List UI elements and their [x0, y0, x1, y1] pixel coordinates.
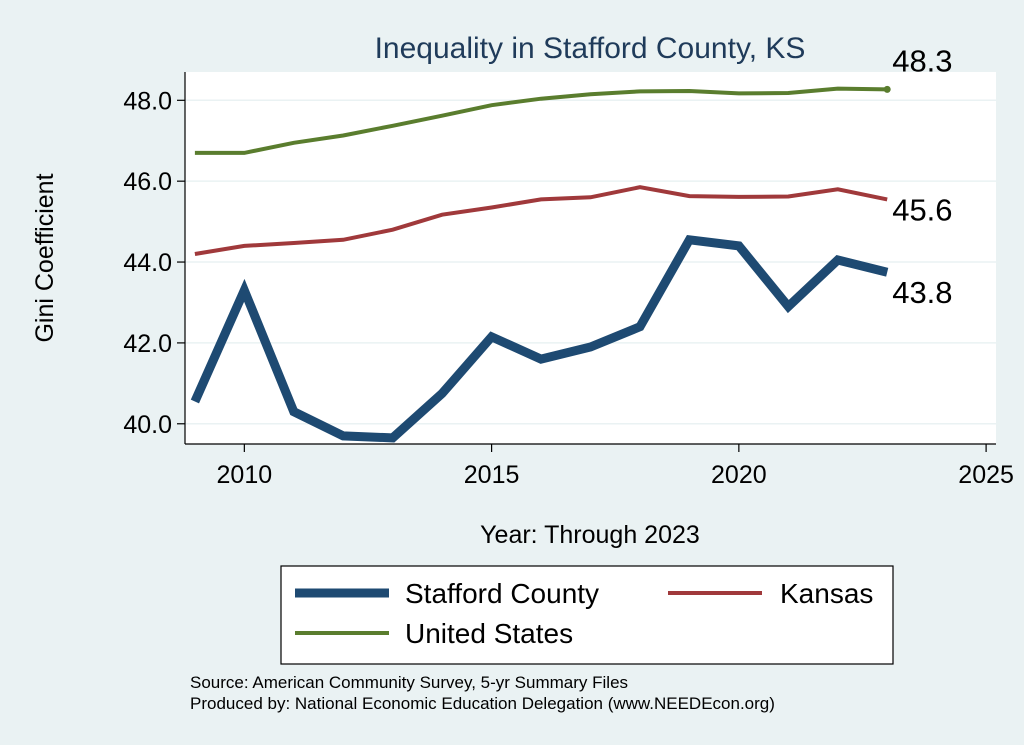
us-end-point — [883, 85, 891, 93]
y-tick-label: 40.0 — [123, 411, 172, 439]
plot-area — [185, 72, 996, 444]
gridlines — [185, 99, 996, 425]
series-line-stafford-county — [190, 234, 889, 443]
y-axis-title: Gini Coefficient — [31, 173, 59, 342]
series-line-united-states — [194, 86, 888, 155]
x-tick-label: 2020 — [711, 461, 767, 489]
end-label: 45.6 — [892, 192, 952, 227]
x-tick-label: 2025 — [958, 461, 1014, 489]
legend-label: United States — [405, 618, 573, 649]
y-tick-label: 44.0 — [123, 249, 172, 277]
chart-title: Inequality in Stafford County, KS — [375, 32, 806, 65]
y-tick-label: 46.0 — [123, 168, 172, 196]
x-axis-title: Year: Through 2023 — [480, 521, 700, 549]
source-note: Source: American Community Survey, 5-yr … — [190, 673, 628, 692]
legend — [280, 565, 894, 665]
series-line-kansas — [194, 185, 888, 256]
end-label: 43.8 — [892, 275, 952, 310]
legend-label: Kansas — [780, 578, 873, 609]
series-lines — [190, 86, 889, 443]
y-tick-label: 48.0 — [123, 87, 172, 115]
x-ticks: 2010 2015 2020 2025 — [217, 444, 1014, 489]
legend-label: Stafford County — [405, 578, 599, 609]
producer-note: Produced by: National Economic Education… — [190, 694, 775, 713]
x-tick-label: 2015 — [464, 461, 520, 489]
legend-items: Stafford County Kansas United States — [295, 578, 873, 649]
y-tick-label: 42.0 — [123, 330, 172, 358]
end-label: 48.3 — [892, 43, 952, 78]
end-labels: 43.8 45.6 48.3 — [883, 43, 953, 310]
x-tick-label: 2010 — [217, 461, 273, 489]
y-ticks: 40.0 42.0 44.0 46.0 48.0 — [123, 87, 185, 439]
